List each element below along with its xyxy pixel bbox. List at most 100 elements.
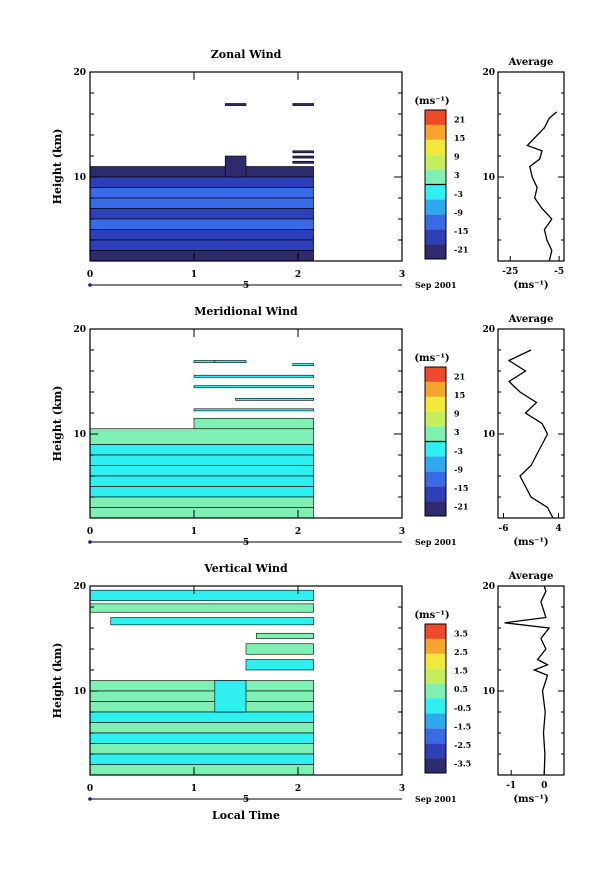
colorbar-segment bbox=[425, 154, 446, 170]
date-marker: 5 bbox=[243, 795, 249, 805]
colorbar-tick-label: 3 bbox=[454, 170, 460, 180]
colorbar-tick-label: 9 bbox=[454, 409, 460, 419]
x-tick-label: 3 bbox=[399, 270, 405, 280]
heatmap-cell bbox=[89, 475, 314, 487]
colorbar-tick-label: -1.5 bbox=[454, 721, 471, 731]
heatmap-cell bbox=[89, 454, 314, 466]
heatmap-cell bbox=[224, 103, 247, 106]
average-frame bbox=[497, 71, 565, 262]
x-tick-label: 1 bbox=[191, 527, 197, 537]
heatmap-cell bbox=[89, 753, 314, 765]
heatmap-cell bbox=[89, 764, 314, 776]
colorbar-segment bbox=[425, 441, 446, 457]
colorbar-segment bbox=[425, 728, 446, 744]
heatmap-cell bbox=[89, 229, 314, 241]
x-tick-label: 3 bbox=[399, 527, 405, 537]
heatmap-cell bbox=[89, 507, 314, 519]
average-title: Average bbox=[508, 314, 554, 325]
average-frame bbox=[497, 585, 565, 776]
x-axis-label: Local Time bbox=[212, 809, 280, 822]
heatmap-cell bbox=[214, 680, 247, 713]
heatmap-cell bbox=[89, 176, 314, 188]
x-tick-label: 1 bbox=[191, 784, 197, 794]
average-y-tick-label: 10 bbox=[482, 173, 495, 183]
colorbar-segment bbox=[425, 426, 446, 442]
heatmap-cell bbox=[89, 187, 314, 199]
heatmap-cell bbox=[89, 690, 314, 702]
colorbar-tick-label: -3 bbox=[454, 446, 463, 456]
colorbar-segment bbox=[425, 758, 446, 773]
colorbar-tick-label: -0.5 bbox=[454, 703, 471, 713]
y-tick-label: 20 bbox=[73, 325, 86, 335]
heatmap-cell bbox=[89, 732, 314, 744]
colorbar-tick-label: 1.5 bbox=[454, 666, 468, 676]
heatmap-cell bbox=[214, 360, 247, 363]
colorbar-segment bbox=[425, 683, 446, 699]
colorbar-segment bbox=[425, 486, 446, 502]
colorbar-segment bbox=[425, 199, 446, 215]
heatmap-cell bbox=[89, 465, 314, 477]
date-start-marker bbox=[88, 797, 92, 801]
date-start-marker bbox=[88, 540, 92, 544]
x-tick-label: 0 bbox=[87, 270, 93, 280]
heatmap-cell bbox=[193, 408, 314, 412]
colorbar-segment bbox=[425, 713, 446, 729]
colorbar-segment bbox=[425, 501, 446, 516]
heatmap-cell bbox=[292, 103, 314, 106]
heatmap-cell bbox=[89, 589, 314, 602]
average-y-tick-label: 20 bbox=[482, 582, 495, 592]
date-marker: 5 bbox=[243, 538, 249, 548]
colorbar-segment bbox=[425, 139, 446, 155]
colorbar-segment bbox=[425, 381, 446, 397]
colorbar-tick-label: -9 bbox=[454, 464, 463, 474]
y-axis-label: Height (km) bbox=[51, 386, 64, 462]
colorbar-segment bbox=[425, 244, 446, 259]
colorbar-unit: (ms⁻¹) bbox=[414, 353, 449, 364]
colorbar-segment bbox=[425, 653, 446, 669]
average-title: Average bbox=[508, 57, 554, 68]
average-y-tick-label: 10 bbox=[482, 430, 495, 440]
heatmap-cell bbox=[292, 160, 314, 164]
heatmap-cell bbox=[292, 155, 314, 159]
average-profile-line bbox=[526, 111, 558, 262]
panel-title: Vertical Wind bbox=[203, 562, 288, 575]
x-tick-label: 1 bbox=[191, 270, 197, 280]
average-x-tick-label: -5 bbox=[554, 267, 564, 277]
colorbar-tick-label: 2.5 bbox=[454, 647, 468, 657]
y-tick-label: 10 bbox=[73, 173, 86, 183]
heatmap-cell bbox=[89, 722, 314, 734]
heatmap-cell bbox=[89, 496, 314, 508]
heatmap-cell bbox=[89, 680, 314, 692]
x-tick-label: 2 bbox=[295, 270, 301, 280]
heatmap-cell bbox=[224, 155, 247, 178]
heatmap-cell bbox=[110, 617, 314, 626]
panel-2: Vertical Wind 0 1 2 3 20 10 Height (km) 5 Sep 200… bbox=[51, 562, 565, 822]
average-x-tick-label: -6 bbox=[499, 524, 509, 534]
colorbar-segment bbox=[425, 184, 446, 200]
average-profile-line bbox=[507, 349, 554, 519]
colorbar-segment bbox=[425, 743, 446, 759]
heatmap-cell bbox=[245, 659, 314, 671]
heatmap-cell bbox=[89, 444, 314, 456]
heatmap-cell bbox=[89, 166, 314, 178]
date-label: Sep 2001 bbox=[415, 280, 457, 290]
average-y-tick-label: 20 bbox=[482, 325, 495, 335]
y-axis-label: Height (km) bbox=[51, 643, 64, 719]
colorbar-tick-label: 15 bbox=[454, 133, 465, 143]
y-tick-label: 20 bbox=[73, 582, 86, 592]
panel-0: Zonal Wind 0 1 2 3 20 10 Height (km) 5 Sep 2001 (m… bbox=[51, 48, 565, 291]
colorbar-segment bbox=[425, 668, 446, 684]
colorbar-segment bbox=[425, 124, 446, 140]
colorbar-tick-label: 9 bbox=[454, 152, 460, 162]
colorbar-unit: (ms⁻¹) bbox=[414, 610, 449, 621]
colorbar-segment bbox=[425, 698, 446, 714]
panel-title: Meridional Wind bbox=[194, 305, 298, 318]
colorbar-tick-label: -15 bbox=[454, 483, 468, 493]
date-marker: 5 bbox=[243, 281, 249, 291]
heatmap-cell bbox=[89, 197, 314, 209]
colorbar-frame bbox=[424, 623, 447, 774]
heatmap-cell bbox=[89, 701, 314, 713]
date-label: Sep 2001 bbox=[415, 537, 457, 547]
colorbar-tick-label: -21 bbox=[454, 245, 468, 255]
average-x-tick-label: -1 bbox=[506, 781, 516, 791]
